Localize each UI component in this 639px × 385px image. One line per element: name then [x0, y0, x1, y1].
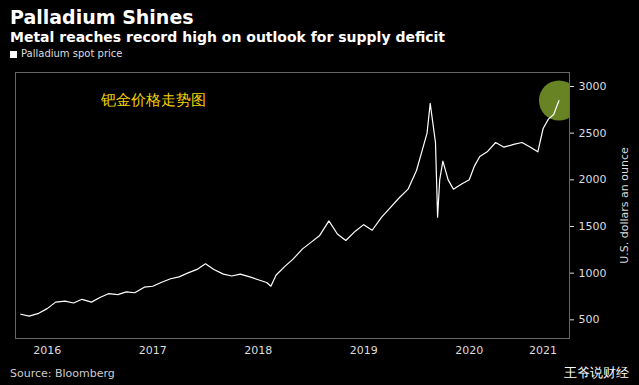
svg-text:1000: 1000	[579, 267, 607, 280]
html-text:Source: Bloomberg: Source: Bloomberg	[10, 366, 115, 380]
svg-text:2018: 2018	[244, 344, 272, 357]
html-text:王爷说财经: 王爷说财经	[564, 365, 629, 380]
svg-text:2000: 2000	[579, 173, 607, 186]
svg-text:2500: 2500	[579, 127, 607, 140]
svg-text:2019: 2019	[350, 344, 378, 357]
svg-text:钯金价格走势图: 钯金价格走势图	[100, 91, 206, 109]
svg-text:500: 500	[579, 313, 600, 326]
html-text:Palladium Shines: Palladium Shines	[10, 6, 194, 28]
svg-text:3000: 3000	[579, 80, 607, 93]
svg-text:U.S. dollars an ounce: U.S. dollars an ounce	[618, 147, 631, 264]
svg-text:1500: 1500	[579, 220, 607, 233]
svg-text:2016: 2016	[33, 344, 61, 357]
html-text:Metal reaches record high on o: Metal reaches record high on outlook for…	[10, 29, 446, 45]
svg-text:2021: 2021	[529, 344, 557, 357]
html-text:Palladium spot price: Palladium spot price	[21, 48, 123, 59]
svg-text:2020: 2020	[455, 344, 483, 357]
svg-text:2017: 2017	[139, 344, 167, 357]
